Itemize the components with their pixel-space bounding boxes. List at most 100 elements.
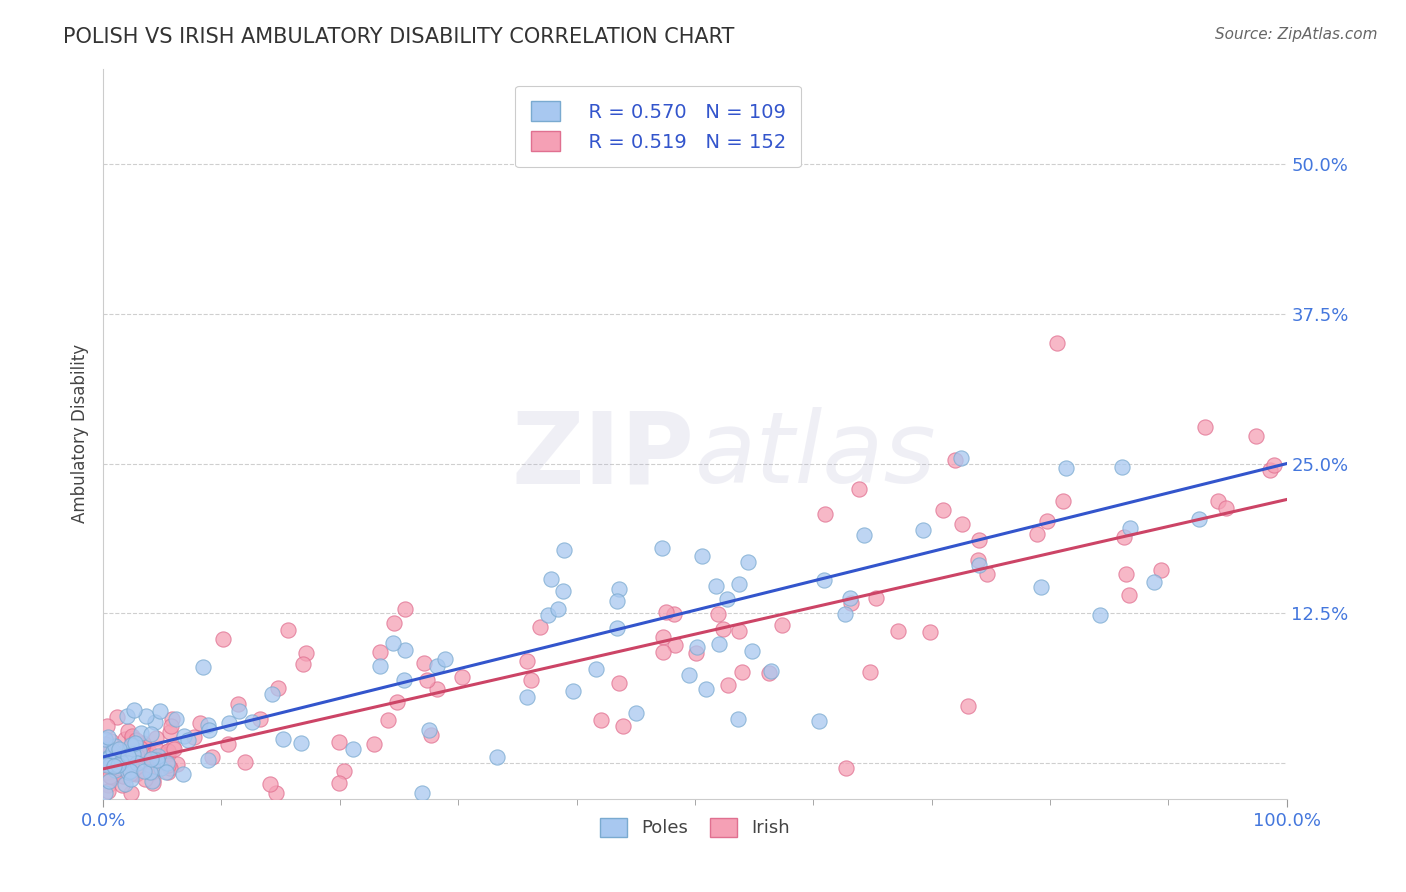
Point [950, 450, 973, 465]
Point [551, 584, 574, 599]
Point [125, 748, 148, 763]
Point [120, 764, 142, 778]
Point [1206, 493, 1229, 508]
Point [1052, 493, 1074, 508]
Point [159, 725, 181, 739]
Point [93, 742, 115, 756]
Point [1118, 588, 1140, 602]
Point [146, 753, 169, 767]
Point [651, 645, 673, 659]
Point [117, 724, 139, 739]
Point [553, 543, 575, 558]
Point [212, 632, 235, 647]
Point [332, 764, 354, 778]
Point [159, 719, 181, 733]
Point [394, 602, 416, 616]
Point [606, 594, 628, 608]
Point [957, 698, 980, 713]
Point [111, 758, 134, 772]
Point [103, 745, 125, 759]
Point [363, 737, 385, 751]
Point [664, 607, 686, 622]
Point [233, 755, 256, 769]
Point [97, 778, 120, 792]
Point [115, 759, 138, 773]
Point [97, 730, 120, 744]
Point [695, 681, 717, 696]
Point [157, 764, 180, 779]
Point [547, 602, 569, 616]
Point [120, 772, 142, 787]
Point [433, 652, 456, 666]
Point [122, 747, 145, 761]
Point [707, 637, 730, 651]
Point [98, 758, 121, 772]
Text: POLISH VS IRISH AMBULATORY DISABILITY CORRELATION CHART: POLISH VS IRISH AMBULATORY DISABILITY CO… [63, 27, 735, 46]
Point [139, 754, 162, 768]
Point [121, 738, 143, 752]
Point [97, 774, 120, 789]
Point [134, 772, 156, 786]
Point [612, 719, 634, 733]
Point [377, 713, 399, 727]
Point [692, 549, 714, 564]
Point [737, 555, 759, 569]
Point [770, 618, 793, 632]
Point [108, 761, 131, 775]
Point [426, 682, 449, 697]
Point [228, 704, 250, 718]
Point [426, 658, 449, 673]
Point [561, 684, 583, 698]
Point [112, 745, 135, 759]
Point [135, 709, 157, 723]
Point [114, 749, 136, 764]
Point [262, 687, 284, 701]
Text: Source: ZipAtlas.com: Source: ZipAtlas.com [1215, 27, 1378, 42]
Point [117, 765, 139, 780]
Point [267, 681, 290, 695]
Point [1111, 460, 1133, 475]
Point [117, 749, 139, 764]
Point [139, 759, 162, 773]
Point [162, 741, 184, 756]
Point [111, 760, 134, 774]
Point [1029, 580, 1052, 594]
Point [1054, 461, 1077, 475]
Point [277, 623, 299, 637]
Text: atlas: atlas [695, 407, 936, 504]
Point [110, 756, 132, 770]
Point [165, 712, 187, 726]
Point [177, 733, 200, 747]
Point [294, 646, 316, 660]
Point [887, 624, 910, 638]
Point [291, 657, 314, 672]
Point [664, 638, 686, 652]
Point [387, 695, 409, 709]
Point [839, 596, 862, 610]
Point [157, 758, 180, 772]
Point [418, 723, 440, 737]
Point [591, 713, 613, 727]
Point [118, 766, 141, 780]
Point [94, 786, 117, 800]
Point [97, 784, 120, 798]
Point [834, 607, 856, 621]
Point [98, 745, 121, 759]
Point [520, 673, 543, 688]
Point [419, 727, 441, 741]
Point [93, 754, 115, 768]
Point [342, 742, 364, 756]
Point [96, 719, 118, 733]
Point [717, 678, 740, 692]
Point [117, 756, 139, 770]
Point [865, 591, 887, 605]
Point [125, 733, 148, 747]
Point [97, 751, 120, 765]
Point [125, 756, 148, 771]
Point [142, 772, 165, 787]
Point [131, 726, 153, 740]
Point [273, 732, 295, 747]
Point [394, 673, 416, 687]
Point [731, 665, 754, 679]
Point [197, 718, 219, 732]
